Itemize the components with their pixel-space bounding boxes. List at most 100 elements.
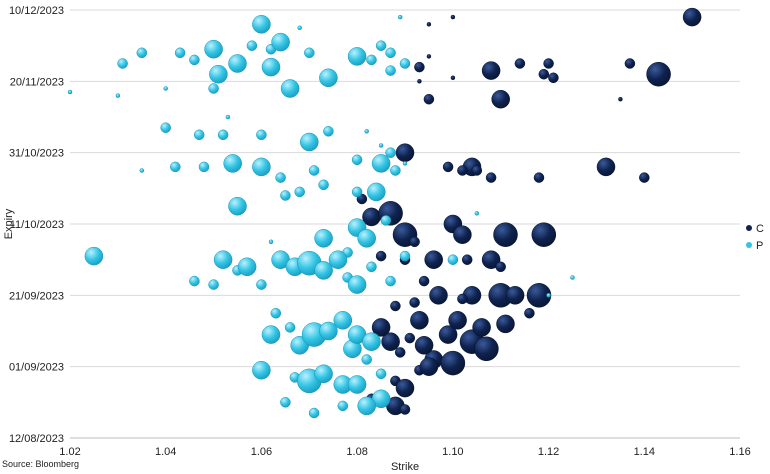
bubble-p — [347, 47, 367, 66]
x-tick-label: 1.06 — [251, 446, 272, 458]
bubble-p — [252, 157, 271, 177]
x-tick-label: 1.12 — [538, 446, 559, 458]
bubble-p — [204, 39, 223, 59]
bubble-c — [485, 172, 497, 183]
bubble-p — [304, 47, 315, 59]
bubble-c — [531, 222, 557, 247]
bubble-p — [314, 364, 333, 384]
bubble-p — [364, 129, 369, 134]
bubble-c — [457, 165, 468, 176]
bubble-p — [337, 400, 349, 412]
bubble-p — [362, 332, 381, 351]
x-tick-label: 1.10 — [442, 446, 463, 458]
bubble-c — [457, 293, 468, 305]
bubble-p — [284, 322, 296, 333]
bubble-p — [300, 132, 319, 152]
bubble-p — [319, 68, 338, 88]
bubble-p — [347, 375, 367, 394]
bubble-c — [390, 300, 401, 312]
bubble-c — [453, 225, 472, 244]
bubble-p — [208, 279, 219, 290]
bubble-c — [448, 311, 467, 330]
bubble-c — [442, 161, 454, 173]
bubble-p — [252, 360, 271, 380]
bubble-p — [198, 161, 210, 173]
legend: CP — [746, 223, 764, 252]
bubble-p — [357, 229, 376, 248]
bubble-p — [228, 54, 247, 73]
bubble-p — [252, 15, 271, 34]
y-tick-label: 01/09/2023 — [9, 362, 64, 374]
x-tick-label: 1.14 — [634, 446, 655, 458]
legend-label-c: C — [756, 223, 764, 235]
x-tick-label: 1.04 — [155, 446, 176, 458]
source-note: Source: Bloomberg — [2, 459, 79, 469]
bubble-p — [375, 368, 387, 380]
bubble-p — [371, 154, 391, 173]
bubble-p — [294, 186, 305, 198]
bubble-c — [493, 222, 518, 247]
bubble-p — [280, 190, 291, 201]
bubble-p — [223, 154, 242, 173]
x-tick-label: 1.08 — [346, 446, 367, 458]
bubble-c — [399, 404, 411, 415]
bubble-c — [481, 250, 501, 269]
bubble-c — [424, 250, 443, 269]
bubble-p — [136, 47, 148, 59]
y-tick-label: 12/08/2023 — [9, 433, 64, 445]
bubble-p — [208, 83, 219, 94]
bubble-p — [347, 275, 367, 294]
bubble-c — [418, 275, 430, 287]
bubble-p — [139, 168, 145, 173]
bubble-p — [213, 250, 233, 269]
y-tick-label: 21/09/2023 — [9, 290, 64, 302]
bubble-c — [624, 58, 636, 69]
bubble-p — [385, 47, 396, 59]
bubble-c — [526, 283, 552, 308]
bubble-c — [548, 72, 559, 84]
bubble-c — [543, 58, 554, 69]
bubble-c — [524, 307, 535, 319]
bubble-c — [395, 143, 415, 162]
bubble-c — [417, 79, 422, 84]
bubble-c — [438, 325, 458, 344]
bubble-p — [314, 229, 333, 248]
bubble-c — [682, 7, 702, 27]
bubble-p — [297, 25, 302, 31]
bubble-p — [280, 79, 300, 98]
y-tick-label: 31/10/2023 — [9, 148, 64, 160]
bubble-p — [67, 89, 73, 95]
bubble-p — [319, 321, 338, 341]
bubble-p — [268, 239, 274, 245]
bubble-c — [450, 14, 456, 20]
bubble-c — [440, 350, 466, 376]
bubble-p — [189, 54, 200, 66]
bubble-p — [228, 196, 247, 216]
bubble-c — [414, 61, 425, 73]
bubble-p — [117, 58, 128, 69]
bubble-p — [323, 126, 334, 137]
bubble-p — [390, 165, 401, 176]
bubble-c — [409, 236, 420, 248]
bubble-p — [261, 57, 281, 77]
bubble-c — [426, 54, 432, 59]
bubble-c — [538, 68, 550, 80]
y-tick-label: 11/10/2023 — [10, 219, 64, 231]
bubble-c — [429, 286, 448, 305]
bubble-c — [419, 357, 439, 376]
bubble-p — [225, 114, 231, 120]
bubble-p — [209, 64, 228, 84]
x-tick-label: 1.16 — [729, 446, 750, 458]
bubble-p — [361, 354, 372, 365]
bubble-p — [189, 275, 200, 287]
bubble-c — [450, 75, 456, 81]
bubble-p — [246, 40, 258, 51]
bubble-c — [394, 347, 406, 358]
bubble-p — [174, 47, 186, 59]
bubble-p — [256, 129, 267, 141]
bubble-c — [409, 297, 420, 308]
bubble-p — [402, 161, 408, 166]
bubble-p — [328, 250, 348, 269]
